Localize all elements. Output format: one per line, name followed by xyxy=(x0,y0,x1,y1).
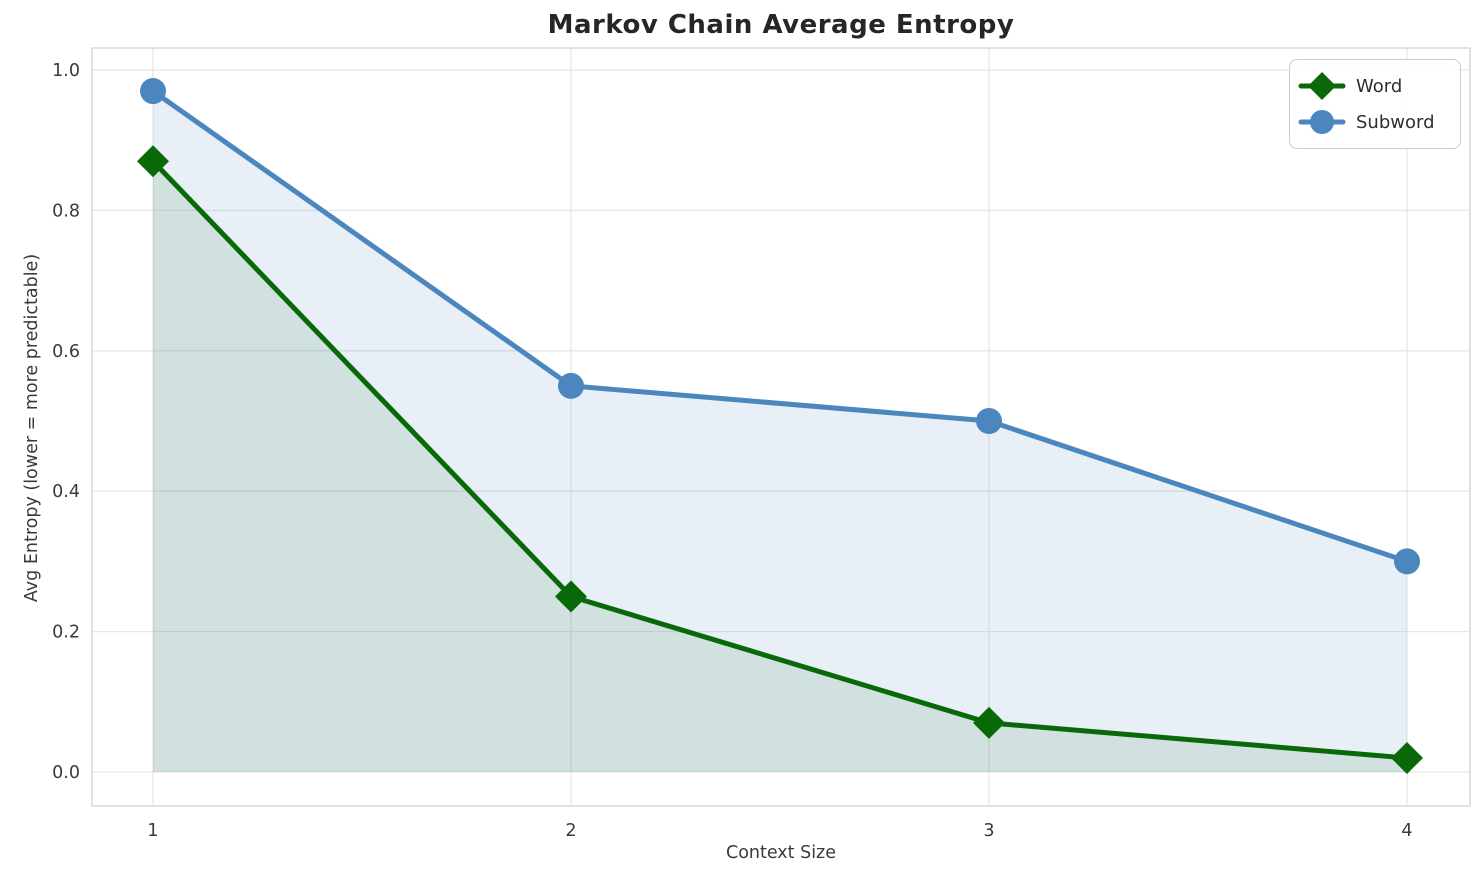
y-tick-label: 0.8 xyxy=(52,201,80,221)
y-tick-label: 0.4 xyxy=(52,482,80,502)
legend-item-subword: Subword xyxy=(1298,104,1450,140)
x-tick-label: 1 xyxy=(147,821,158,841)
marker-word-4 xyxy=(1391,741,1423,774)
series-area-subword xyxy=(153,91,1407,772)
x-tick-label: 3 xyxy=(983,821,994,841)
marker-word-1 xyxy=(137,145,169,178)
series-line-subword xyxy=(150,88,1410,564)
y-tick-label: 1.0 xyxy=(52,61,80,81)
series-area-word xyxy=(153,161,1407,772)
legend: Word Subword xyxy=(1289,59,1461,149)
word-series-marker-icon xyxy=(1298,72,1346,100)
legend-label-word: Word xyxy=(1356,75,1403,97)
subword-series-marker-icon xyxy=(1298,110,1346,134)
x-tick-label: 2 xyxy=(565,821,576,841)
plot-frame xyxy=(91,47,1471,807)
legend-label-subword: Subword xyxy=(1356,111,1435,133)
y-tick-label: 0.2 xyxy=(52,623,80,643)
subword-legend-circle-icon xyxy=(1310,110,1334,134)
marker-word-3 xyxy=(973,706,1005,739)
marker-subword-1 xyxy=(140,78,166,105)
x-tick-label: 4 xyxy=(1401,821,1412,841)
marker-subword-2 xyxy=(558,372,584,399)
marker-word-2 xyxy=(555,580,587,613)
chart-title: Markov Chain Average Entropy xyxy=(547,10,1015,40)
legend-item-word: Word xyxy=(1298,68,1450,104)
series-line-word xyxy=(150,158,1410,761)
y-tick-label: 0.6 xyxy=(52,342,80,362)
x-axis-label: Context Size xyxy=(725,843,837,863)
word-legend-diamond-icon xyxy=(1308,72,1336,100)
y-tick-label: 0.0 xyxy=(52,763,80,783)
marker-subword-4 xyxy=(1394,548,1420,575)
y-axis-label: Avg Entropy (lower = more predictable) xyxy=(22,253,42,603)
marker-subword-3 xyxy=(976,408,1002,434)
